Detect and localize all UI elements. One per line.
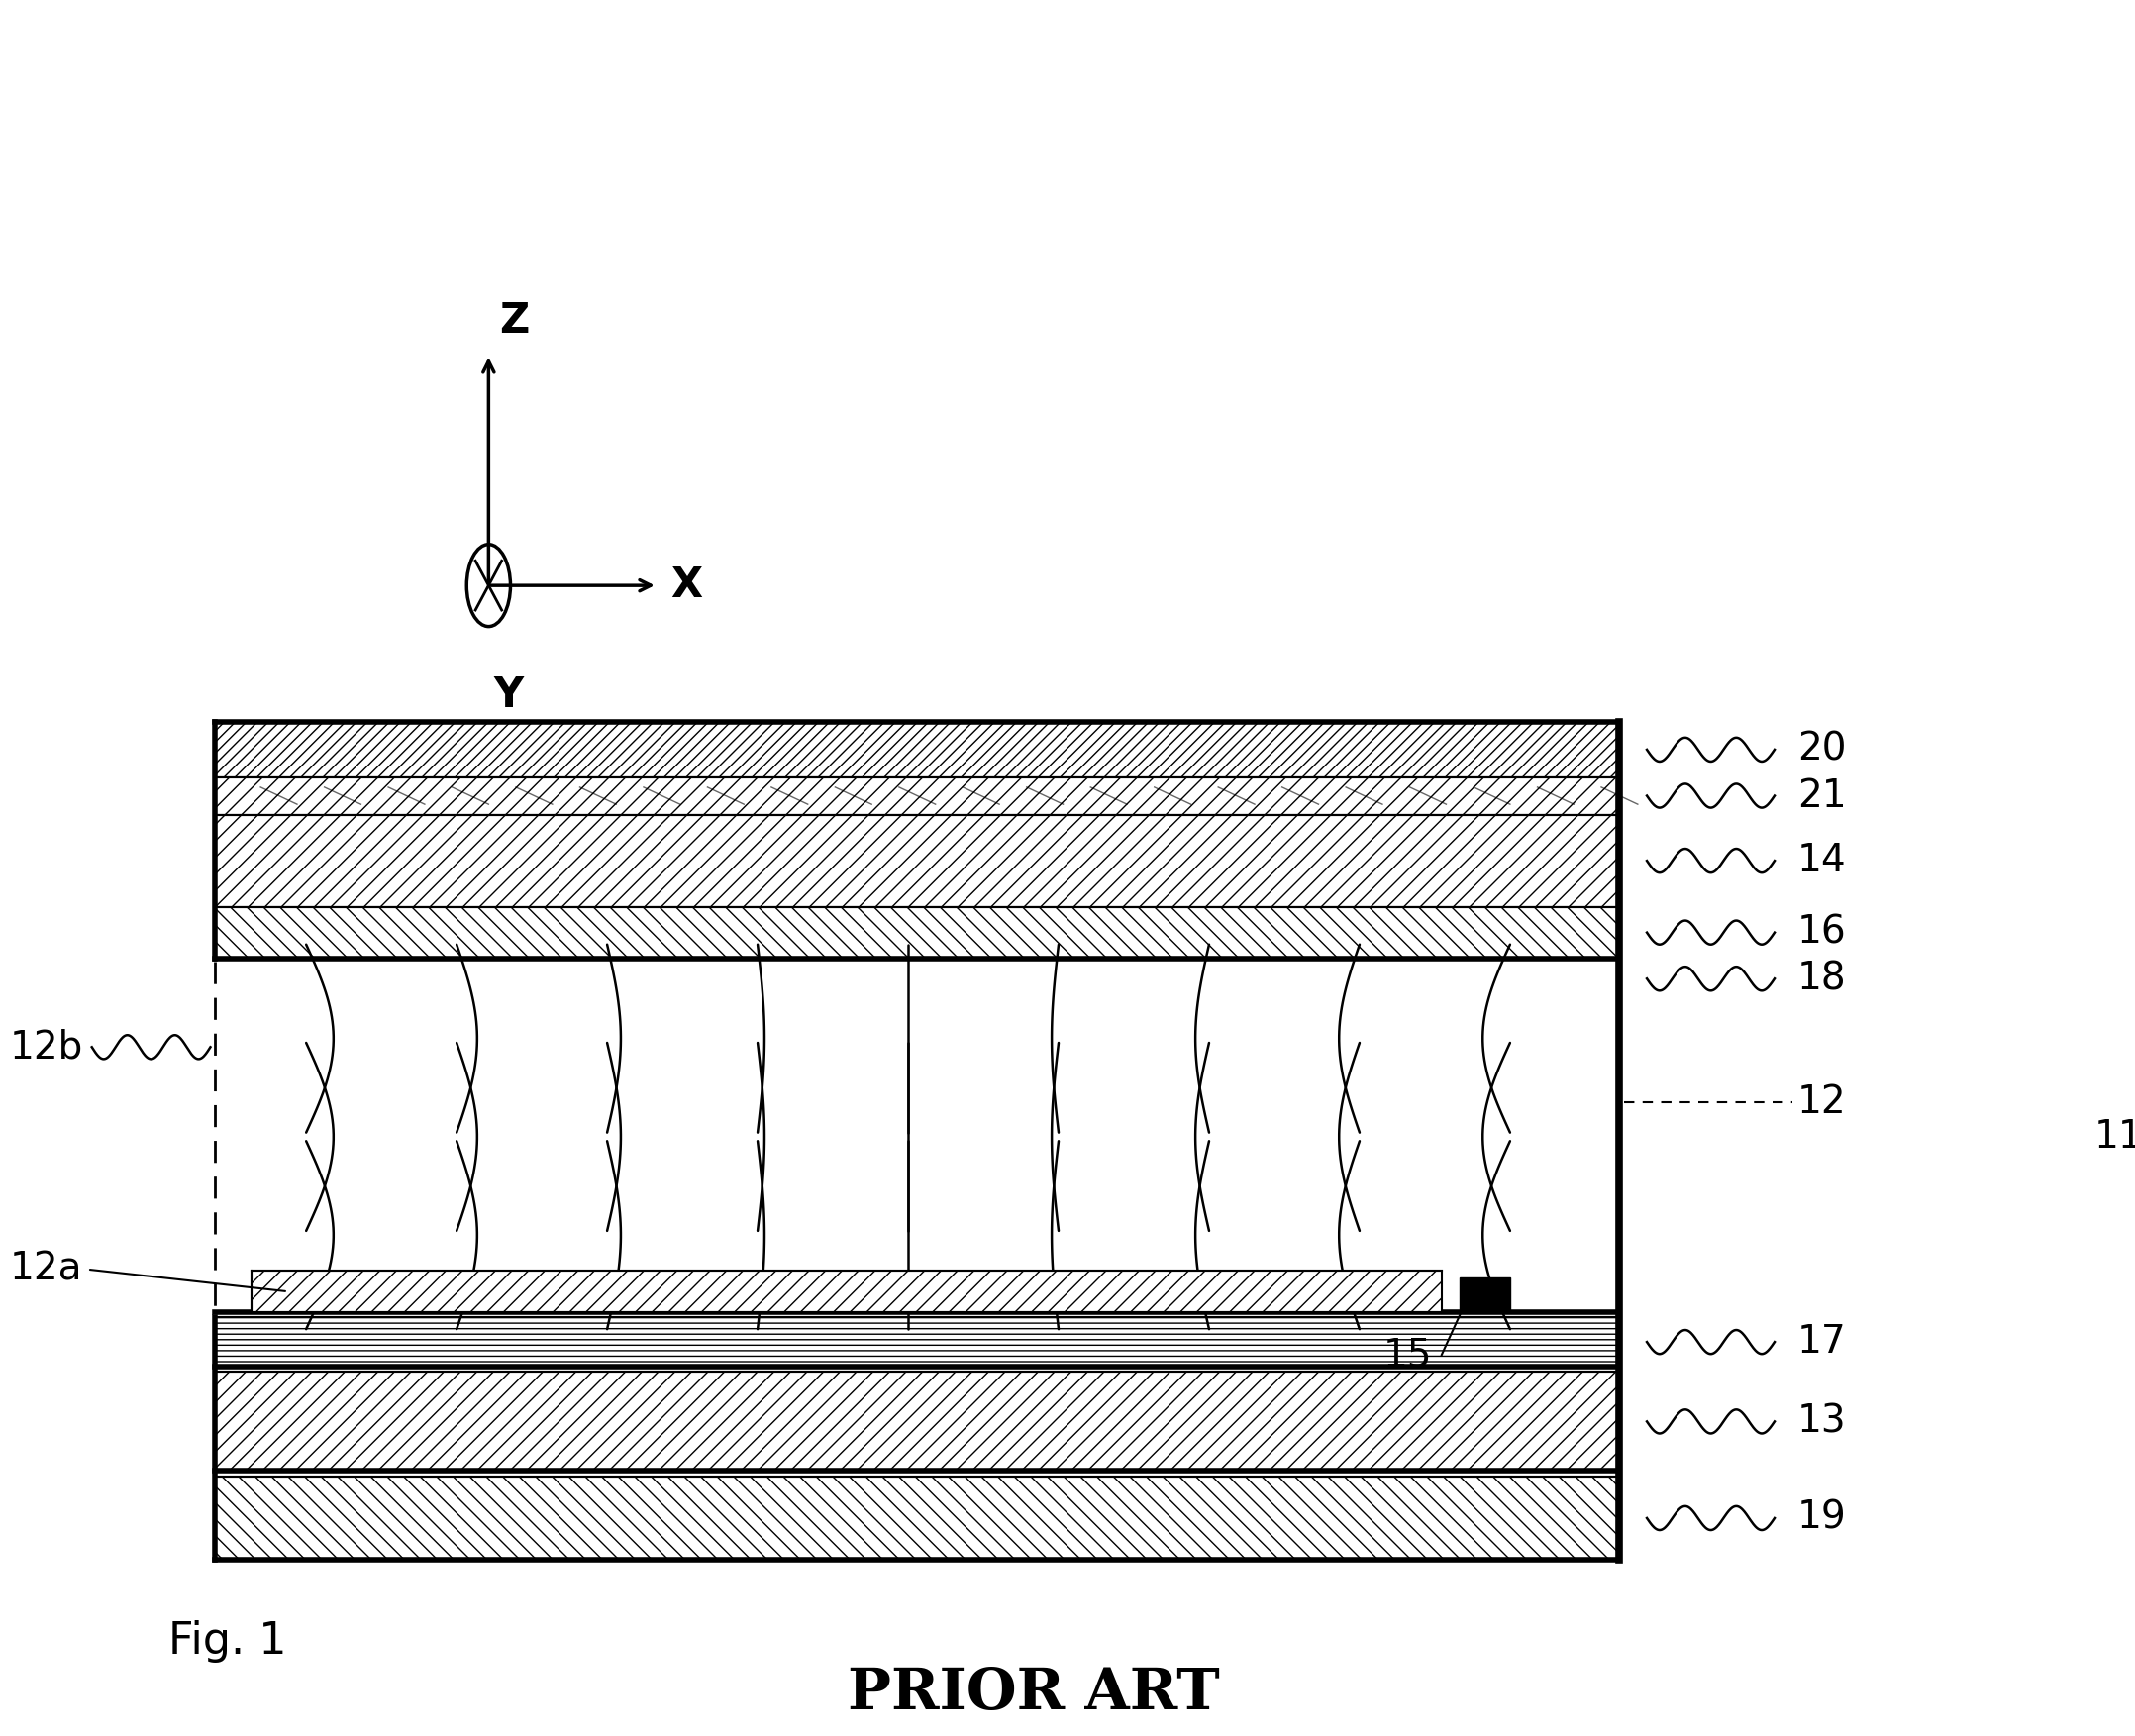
Text: 12: 12 <box>1798 1083 1847 1121</box>
Text: Y: Y <box>493 674 523 715</box>
Text: 17: 17 <box>1798 1323 1847 1361</box>
Bar <box>216 1318 1620 1366</box>
Text: 14: 14 <box>1798 842 1847 880</box>
Text: 12b: 12b <box>9 1028 83 1066</box>
Bar <box>252 1271 1441 1312</box>
Text: 16: 16 <box>1798 913 1847 951</box>
Bar <box>1460 1278 1509 1312</box>
Text: 13: 13 <box>1798 1403 1847 1441</box>
Bar <box>216 1476 1620 1561</box>
Text: Fig. 1: Fig. 1 <box>169 1620 286 1663</box>
Text: 12a: 12a <box>11 1250 83 1288</box>
Text: 21: 21 <box>1798 778 1847 814</box>
Text: PRIOR ART: PRIOR ART <box>848 1667 1219 1722</box>
Text: Z: Z <box>500 300 529 342</box>
Text: 11: 11 <box>2094 1118 2135 1156</box>
Bar <box>216 778 1620 814</box>
Text: 20: 20 <box>1798 731 1847 769</box>
Text: 19: 19 <box>1798 1500 1847 1536</box>
Bar <box>216 814 1620 906</box>
Text: X: X <box>670 564 702 606</box>
Bar <box>216 722 1620 778</box>
Bar <box>216 906 1620 958</box>
Text: 18: 18 <box>1798 960 1847 998</box>
Text: 15: 15 <box>1383 1337 1433 1373</box>
Bar <box>216 1371 1620 1470</box>
